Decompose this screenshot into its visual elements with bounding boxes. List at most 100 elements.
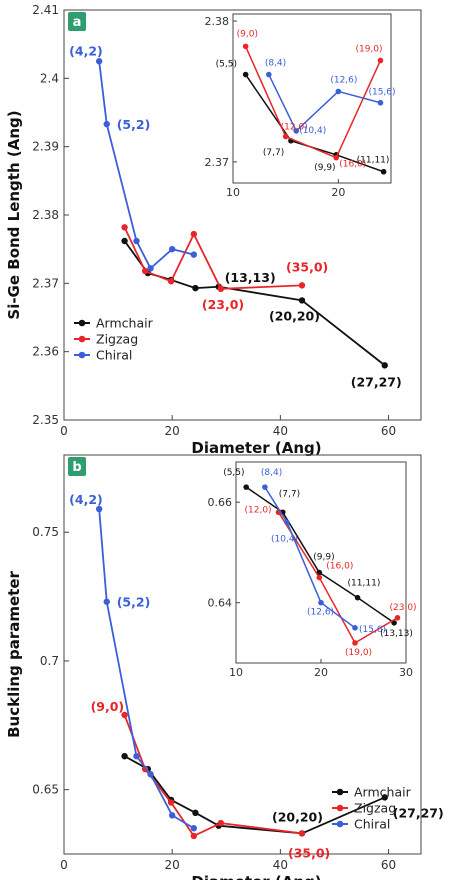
inset-series-point-zigzag <box>282 133 289 140</box>
inset-series-point-zigzag <box>394 614 401 621</box>
legend-swatch-marker <box>336 820 344 828</box>
panel-badge-label: a <box>73 15 82 30</box>
series-point-armchair <box>298 297 306 304</box>
inset-series-point-chiral <box>318 599 324 606</box>
inset-y-tick-label: 2.37 <box>205 156 230 169</box>
y-tick-label: 0.75 <box>32 525 59 539</box>
y-tick-label: 2.38 <box>32 208 59 222</box>
series-point-chiral <box>95 505 103 513</box>
series-point-chiral <box>168 245 176 253</box>
series-line-chiral <box>98 61 195 270</box>
inset-point-label: (10,4) <box>271 534 298 544</box>
y-axis-label: Buckling parameter <box>5 570 23 737</box>
series-line-armchair <box>123 240 386 367</box>
point-label: (27,27) <box>351 374 402 389</box>
inset-series-line-chiral <box>264 486 356 629</box>
inset-series-line-zigzag <box>277 511 398 644</box>
inset-y-tick-label: 0.66 <box>208 496 233 509</box>
series-point-zigzag <box>167 799 175 806</box>
legend-entry: Zigzag <box>354 801 396 816</box>
legend-entry: Armchair <box>96 316 154 331</box>
x-tick-label: 20 <box>165 424 180 438</box>
inset-series-line-chiral <box>268 74 381 132</box>
x-axis-label: Diameter (Ang) <box>191 439 321 457</box>
point-label: (35,0) <box>286 259 328 274</box>
y-tick-label: 2.4 <box>40 71 59 85</box>
inset-x-tick-label: 10 <box>226 186 240 199</box>
inset-point-label: (16,0) <box>326 562 353 572</box>
series-point-zigzag <box>298 830 306 837</box>
panel-a: 0 20 40 60 2.35 2.36 2.37 2.38 2.39 2.4 2.41 Diamet… <box>5 3 422 457</box>
inset-series-point-armchair <box>380 168 387 175</box>
inset-point-label: (12,0) <box>281 123 308 133</box>
inset-series-point-chiral <box>335 88 342 95</box>
legend-swatch-marker <box>78 335 86 343</box>
inset-point-label: (19,0) <box>355 44 382 54</box>
inset-b: 10 20 30 0.64 0.66 (5,5) (8,4) (7,7) (12,0) (10,4… <box>208 461 417 679</box>
point-label: (27,27) <box>393 805 444 820</box>
inset-x-tick-label: 20 <box>314 666 328 679</box>
inset-series-point-zigzag <box>333 154 340 161</box>
point-label: (5,2) <box>117 595 151 610</box>
inset-point-label: (13,13) <box>380 629 413 639</box>
y-axis-label: Si-Ge Bond Length (Ang) <box>5 110 23 319</box>
series-point-chiral <box>190 825 198 832</box>
panel-badge <box>68 457 86 476</box>
plot-frame <box>63 454 422 855</box>
series-point-zigzag <box>217 285 225 292</box>
series-point-zigzag <box>121 711 128 719</box>
point-label: (9,0) <box>91 699 125 714</box>
inset-series-point-armchair <box>243 484 249 490</box>
x-tick-label: 0 <box>60 424 68 438</box>
inset-x-tick-label: 20 <box>331 186 345 199</box>
inset-point-label: (16,0) <box>339 160 366 170</box>
x-tick-label: 0 <box>60 858 68 872</box>
inset-point-label: (11,11) <box>357 156 390 166</box>
inset-point-label: (11,11) <box>348 579 381 589</box>
inset-series-point-chiral <box>266 71 272 78</box>
series-point-chiral <box>95 58 103 65</box>
inset-series-point-chiral <box>284 519 290 526</box>
legend-swatch-marker <box>78 351 86 359</box>
inset-point-label: (9,0) <box>237 29 258 39</box>
inset-series-point-zigzag <box>242 43 249 50</box>
inset-y-tick-label: 0.64 <box>208 597 233 610</box>
inset-point-label: (5,5) <box>216 60 237 70</box>
legend-entry: Chiral <box>354 817 390 832</box>
legend-swatch-marker <box>336 804 344 812</box>
series-point-chiral <box>168 812 176 819</box>
inset-series-point-zigzag <box>316 574 323 581</box>
point-label: (20,20) <box>272 809 323 824</box>
series-point-zigzag <box>190 230 198 238</box>
inset-point-label: (7,7) <box>263 148 284 158</box>
x-tick-label: 40 <box>273 424 288 438</box>
panel-badge <box>68 12 86 31</box>
inset-series-point-armchair <box>354 594 361 601</box>
series-point-chiral <box>190 251 198 258</box>
point-label: (4,2) <box>69 43 103 58</box>
series-point-zigzag <box>141 267 149 275</box>
series-point-zigzag <box>167 278 175 285</box>
legend-entry: Zigzag <box>96 332 138 347</box>
series-point-chiral <box>133 237 140 245</box>
inset-series-point-chiral <box>352 625 358 631</box>
series-point-armchair <box>381 794 388 801</box>
inset-point-label: (12,0) <box>245 505 272 515</box>
series-point-chiral <box>147 265 154 272</box>
x-tick-label: 60 <box>381 424 396 438</box>
inset-series-point-armchair <box>242 71 249 78</box>
inset-a: 10 20 2.37 2.38 (9,0) (5,5) (8,4) (12,0) (7,7) (1… <box>205 13 396 199</box>
inset-point-label: (8,4) <box>265 59 286 69</box>
inset-point-label: (12,6) <box>307 608 334 618</box>
point-label: (23,0) <box>202 297 244 312</box>
point-label: (4,2) <box>69 492 103 507</box>
legend-entry: Armchair <box>354 785 412 800</box>
inset-point-label: (5,5) <box>223 468 244 478</box>
x-axis-label: Diameter (Ang) <box>191 873 321 880</box>
inset-series-point-chiral <box>293 128 300 134</box>
inset-point-label: (8,4) <box>261 468 282 478</box>
series-point-chiral <box>133 752 140 760</box>
inset-point-label: (15,6) <box>359 625 386 635</box>
